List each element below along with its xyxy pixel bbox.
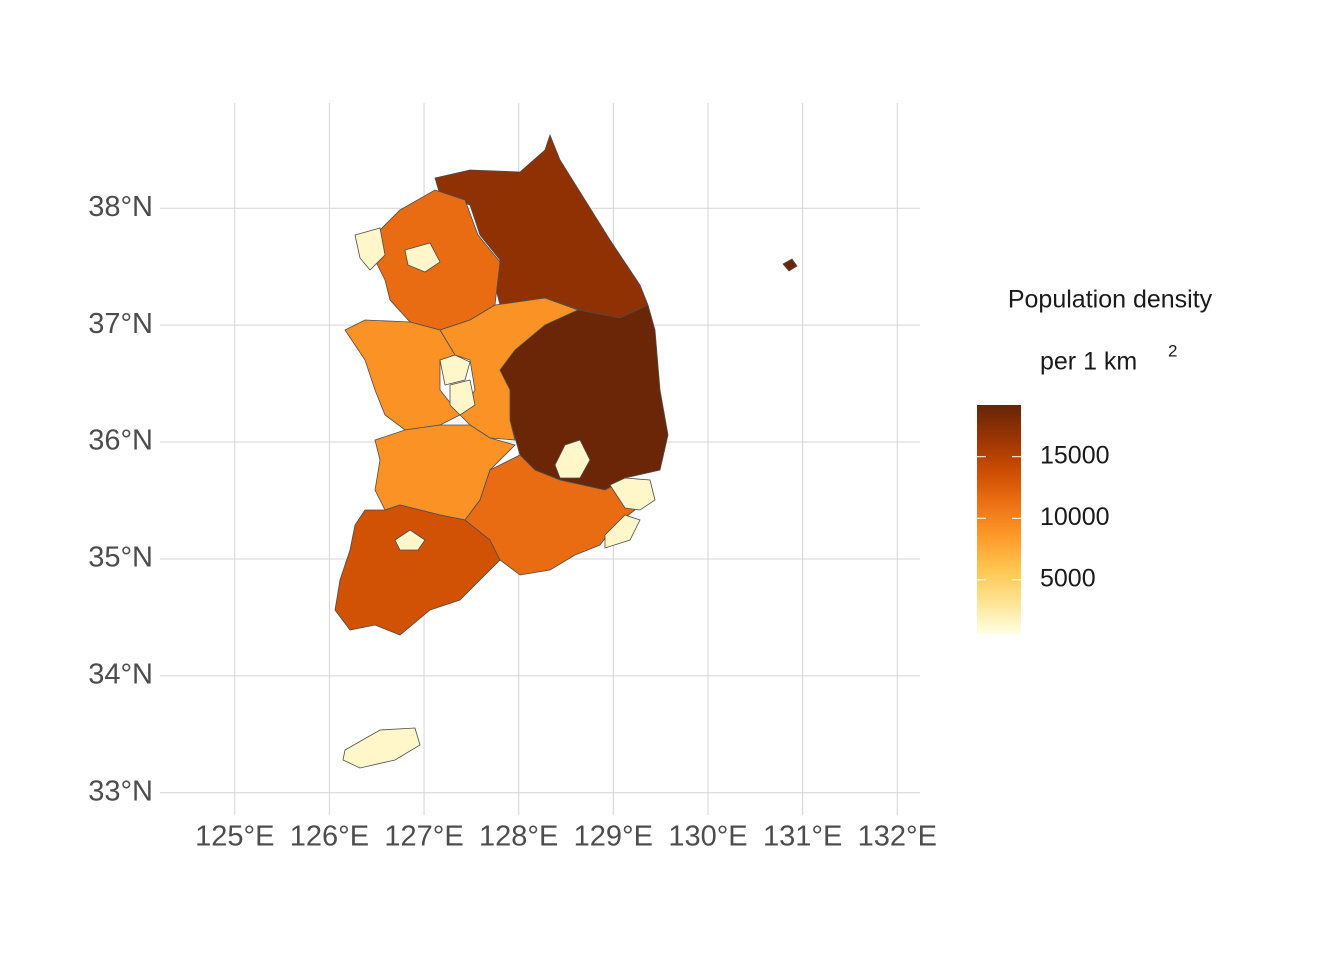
x-tick-label: 132°E xyxy=(858,821,937,853)
y-tick-label: 38°N xyxy=(88,191,153,223)
colorbar xyxy=(977,405,1021,634)
legend-title: Population density xyxy=(1008,286,1213,314)
y-tick-label: 35°N xyxy=(88,542,153,574)
y-tick-label: 33°N xyxy=(88,775,153,807)
x-tick-label: 129°E xyxy=(574,821,653,853)
y-tick-label: 36°N xyxy=(88,425,153,457)
region xyxy=(449,379,476,416)
x-tick-label: 128°E xyxy=(479,821,558,853)
legend-tick-label: 10000 xyxy=(1040,503,1110,531)
legend-title: per 1 km xyxy=(1040,348,1137,376)
x-tick-label: 127°E xyxy=(384,821,463,853)
x-tick-label: 125°E xyxy=(195,821,274,853)
region xyxy=(554,439,591,479)
x-tick-label: 126°E xyxy=(290,821,369,853)
x-tick-label: 130°E xyxy=(668,821,747,853)
y-tick-label: 34°N xyxy=(88,659,153,691)
y-tick-label: 37°N xyxy=(88,308,153,340)
region xyxy=(404,242,441,273)
legend-tick-label: 15000 xyxy=(1040,441,1110,469)
x-tick-label: 131°E xyxy=(763,821,842,853)
region xyxy=(609,477,656,511)
region xyxy=(354,227,386,271)
region xyxy=(604,514,641,549)
region xyxy=(334,504,501,636)
region xyxy=(439,354,471,386)
legend-title-superscript: 2 xyxy=(1168,341,1177,360)
legend-tick-label: 5000 xyxy=(1040,564,1096,592)
region xyxy=(394,529,426,551)
region xyxy=(342,727,421,769)
region xyxy=(464,454,636,576)
